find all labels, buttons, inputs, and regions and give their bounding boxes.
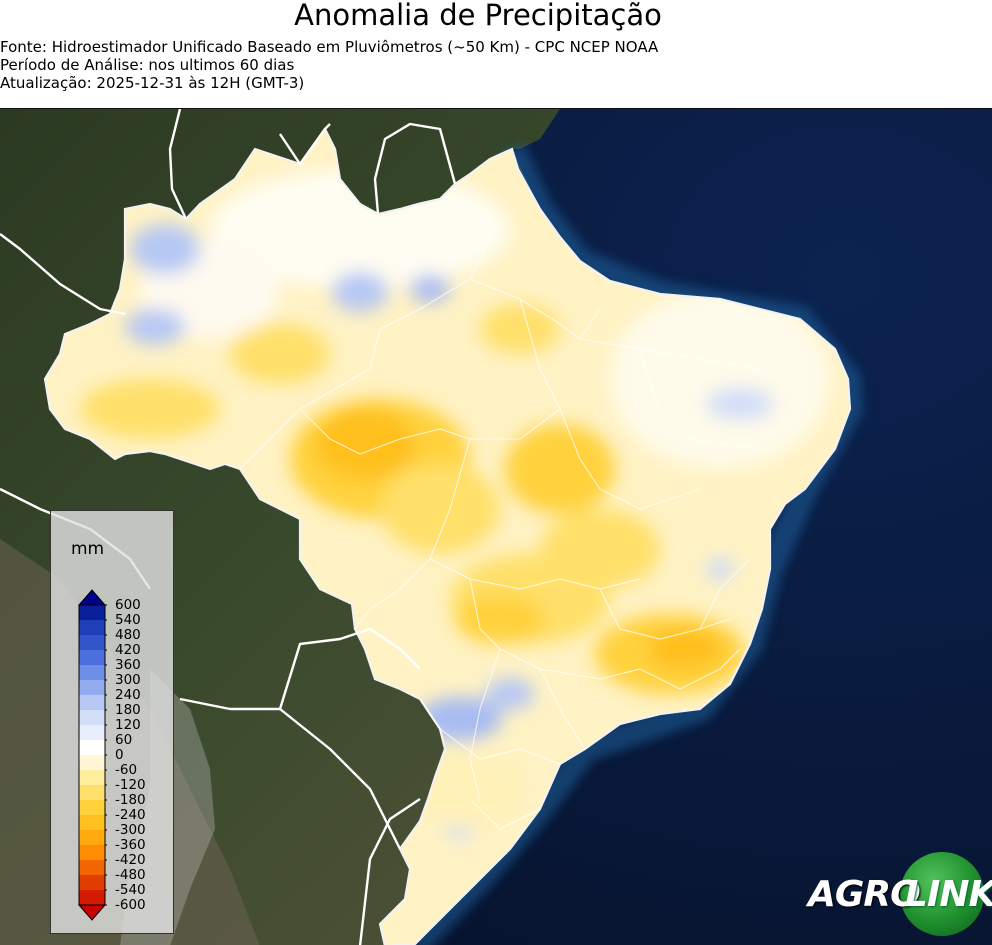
legend-tick-label: -300 [115,822,146,838]
legend-unit: mm [71,539,105,559]
legend-color-cell [79,830,105,846]
legend-tick-label: 480 [115,627,141,643]
logo-globe [900,852,984,936]
legend-color-cell [79,650,105,666]
legend-tick-label: -540 [115,882,146,898]
legend-color-cell [79,770,105,786]
legend-tick-label: 300 [115,672,141,688]
legend-color-cell [79,845,105,861]
border-paraguay [278,627,421,710]
border-bolivia-south [179,697,280,711]
agrolink-logo: AGRO LINK [806,852,992,938]
legend-tick-label: 600 [115,597,141,613]
map-title: Anomalia de Precipitação [294,0,662,32]
border-argentina-south [358,798,421,945]
legend-tick-label: -240 [115,807,146,823]
logo-word-agro: AGRO [808,874,921,915]
legend-color-cell [79,815,105,831]
legend-color-cell [79,800,105,816]
legend-tick-label: 120 [115,717,141,733]
period-line: Período de Análise: nos ultimos 60 dias [0,56,295,74]
border-argentina [279,708,402,850]
legend-color-cell [79,860,105,876]
legend-color-cell [79,665,105,681]
legend-tick-label: 0 [115,747,124,763]
legend-tick-label: 180 [115,702,141,718]
legend-tick-label: 540 [115,612,141,628]
legend-tick-label: -360 [115,837,146,853]
border-suriname [373,122,457,215]
legend-tick-label: 420 [115,642,141,658]
legend-color-cell [79,740,105,756]
legend-color-cell [79,875,105,891]
legend-color-cell [79,620,105,636]
legend-color-cell [79,680,105,696]
legend-max-arrow [77,589,107,606]
legend-tick-label: -60 [115,762,138,778]
update-line: Atualização: 2025-12-31 às 12H (GMT-3) [0,74,305,92]
legend-color-cell [79,725,105,741]
legend-color-cell [79,695,105,711]
border-guyana [279,123,331,166]
legend-color-cell [79,755,105,771]
legend-color-cell [79,890,105,906]
legend-color-cell [79,605,105,621]
logo-word-link: LINK [905,874,992,915]
legend-color-cell [79,785,105,801]
legend-tick-label: -480 [115,867,146,883]
legend-tick-label: -600 [115,897,146,913]
color-legend: mm 600 540 480 420 360 300 240 180 120 60 0 -60 -120… [50,510,174,934]
legend-tick-label: -180 [115,792,146,808]
legend-tick-label: 60 [115,732,133,748]
legend-tick-label: 240 [115,687,141,703]
border-colombia [0,233,126,316]
legend-color-cell [79,710,105,726]
border-venezuela [168,109,188,220]
legend-tick-label: 360 [115,657,141,673]
state-borders [239,218,761,830]
legend-color-cell [79,635,105,651]
legend-tick-label: -120 [115,777,146,793]
legend-tick-label: -420 [115,852,146,868]
legend-colorbar [77,589,107,921]
source-line: Fonte: Hidroestimador Unificado Baseado … [0,38,659,56]
legend-min-arrow [77,904,107,921]
